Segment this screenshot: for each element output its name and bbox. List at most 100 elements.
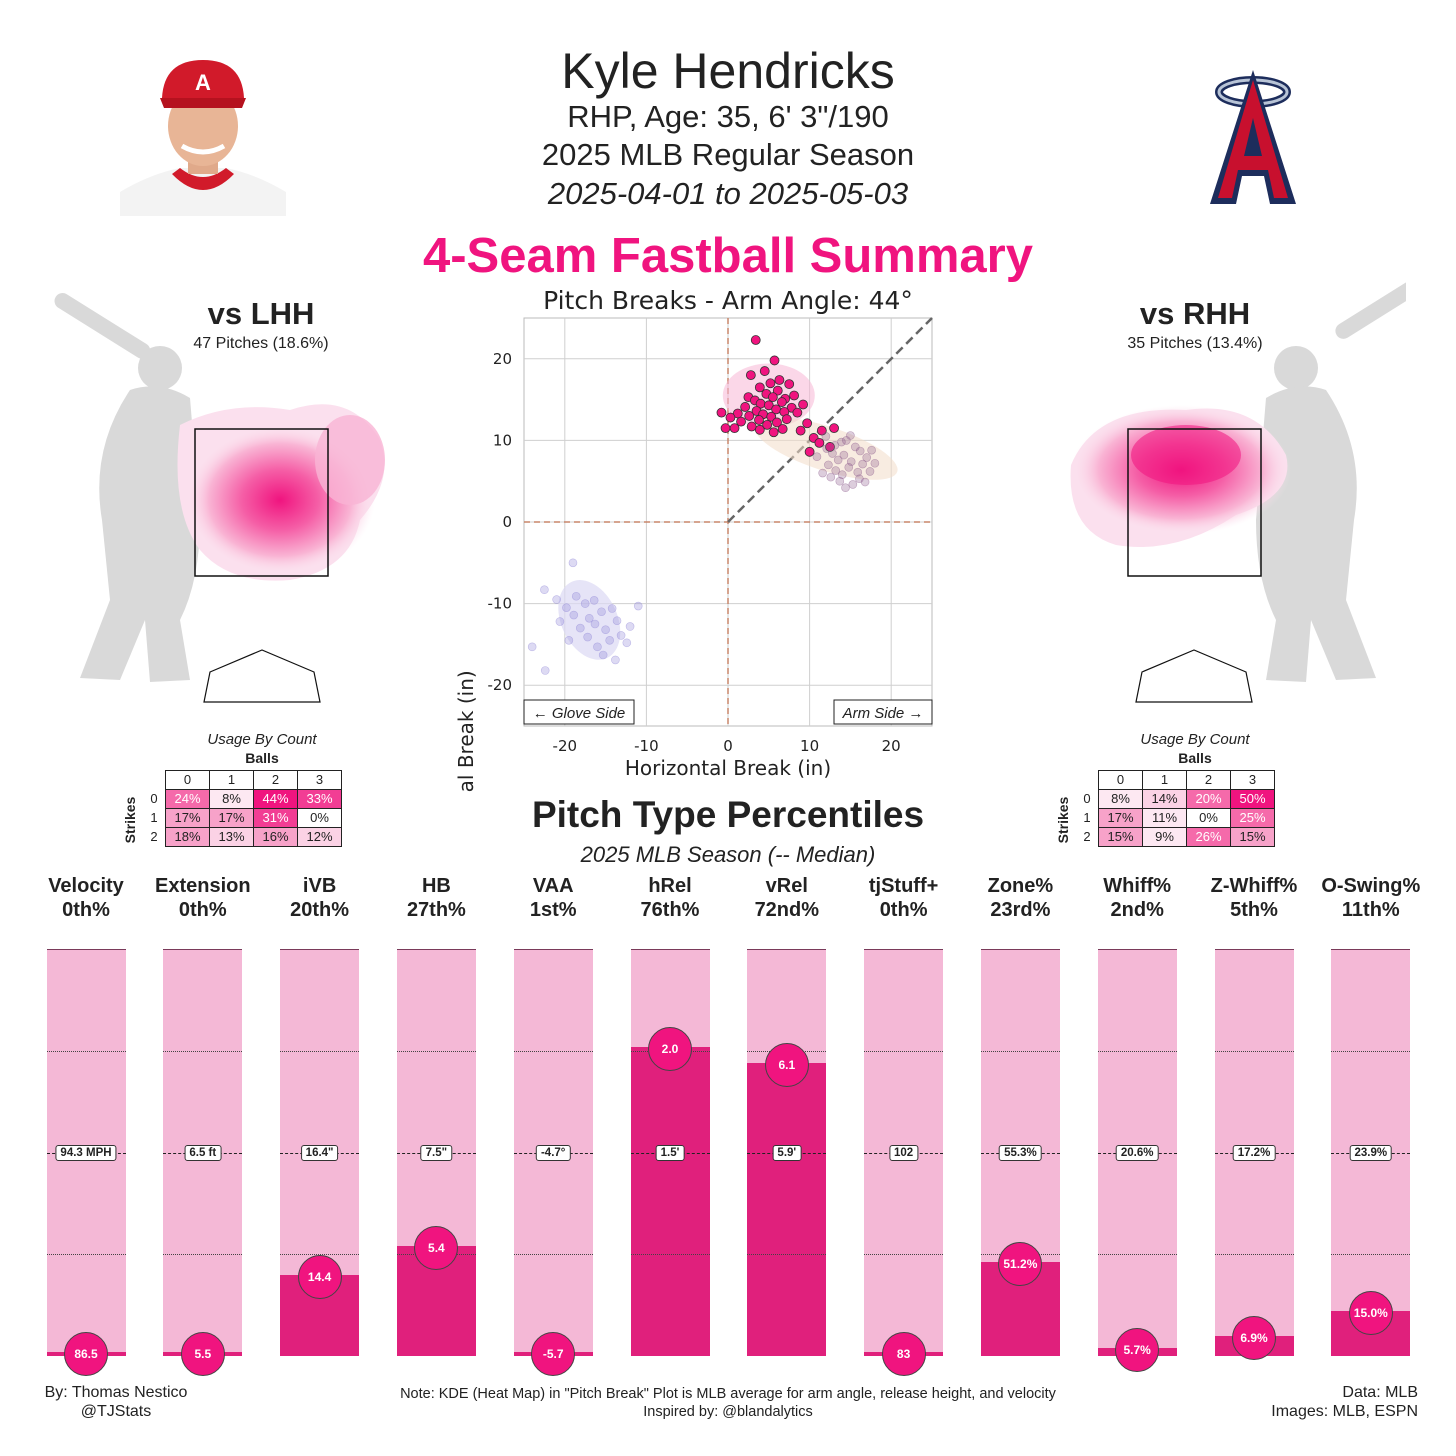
ghost-pitch-point xyxy=(607,604,617,613)
ghost-pitch-point xyxy=(858,459,867,469)
lhh-usage-table: 0 1 2 3 0 24% 8% 44% 33% 1 17% 17% 31% 0% 2 18% 13% 16% 12… xyxy=(143,770,342,847)
ghost-pitch-point xyxy=(552,595,561,604)
player-name: Kyle Hendricks xyxy=(561,43,895,99)
rhh-balls-label: Balls xyxy=(1178,750,1212,766)
ghost-pitch-point xyxy=(612,616,622,626)
fastball-point xyxy=(781,414,792,425)
lhh-title: vs LHH xyxy=(207,296,315,331)
ghost-pitch-point xyxy=(584,613,594,623)
percentile-bar-fill xyxy=(630,1046,710,1356)
ghost-pitch-point xyxy=(839,450,849,460)
fastball-point xyxy=(772,385,783,396)
fastball-point xyxy=(729,423,740,434)
strikes-header: 0 xyxy=(1083,791,1091,806)
usage-cell: 44% xyxy=(253,789,298,809)
arm-angle-line xyxy=(727,317,933,523)
quartile-line xyxy=(46,1050,126,1052)
fastball-point xyxy=(765,378,776,389)
bar-top-line xyxy=(864,949,944,950)
bar-top-line xyxy=(163,949,243,950)
author-credit: By: Thomas Nestico xyxy=(44,1384,188,1401)
y-tick-label: -10 xyxy=(488,595,513,613)
data-credit: Data: MLB xyxy=(1342,1384,1418,1401)
metric-header: VAA 1st% xyxy=(488,874,618,922)
metric-name: Whiff% xyxy=(1103,875,1172,897)
break-chart-ylabel: Induced Vertical Break (in) xyxy=(454,670,478,792)
curveball-kde xyxy=(558,580,621,660)
metric-name: Z-Whiff% xyxy=(1210,875,1298,897)
fastball-point xyxy=(762,419,773,430)
x-tick-label: 0 xyxy=(723,737,733,755)
corner-cell xyxy=(1076,771,1099,790)
percentiles-title: Pitch Type Percentiles xyxy=(531,794,925,835)
ghost-pitch-point xyxy=(611,655,620,665)
strikes-header: 1 xyxy=(150,810,158,825)
y-tick-label: -20 xyxy=(488,676,513,694)
fastball-point xyxy=(759,366,770,376)
ghost-pitch-point xyxy=(821,432,831,441)
ghost-pitch-point xyxy=(601,625,610,635)
metric-header: HB 27th% xyxy=(371,874,501,922)
x-tick-label: 20 xyxy=(882,737,901,755)
bar-top-line xyxy=(1331,949,1411,950)
usage-cell: 26% xyxy=(1186,827,1231,847)
ghost-pitch-point xyxy=(576,623,585,633)
ghost-pitch-point xyxy=(622,638,632,648)
balls-header: 0 xyxy=(1098,770,1143,790)
metric-value-marker: 2.0 xyxy=(648,1026,692,1071)
fastball-point xyxy=(750,335,761,345)
bar-top-line xyxy=(980,949,1060,950)
metric-percentile: 5th% xyxy=(1230,899,1278,921)
balls-header: 3 xyxy=(1230,770,1275,790)
fastball-point xyxy=(814,437,825,448)
metric-header: Whiff% 2nd% xyxy=(1072,874,1202,922)
break-chart-title: Pitch Breaks - Arm Angle: 44° xyxy=(543,286,913,315)
corner-cell xyxy=(143,771,166,790)
usage-row: 0 8% 14% 20% 50% xyxy=(1076,789,1275,809)
usage-cell: 8% xyxy=(209,789,254,809)
bar-top-line xyxy=(747,949,827,950)
metric-value-marker: 51.2% xyxy=(998,1242,1043,1287)
median-value-label: 7.5" xyxy=(420,1144,453,1161)
fastball-point xyxy=(772,417,782,428)
usage-cell: 25% xyxy=(1230,808,1275,828)
usage-row: 1 17% 11% 0% 25% xyxy=(1076,808,1275,828)
metric-percentile: 23rd% xyxy=(990,899,1051,921)
ghost-pitch-point xyxy=(822,444,832,453)
ghost-pitch-point xyxy=(583,632,592,642)
usage-cell: 15% xyxy=(1098,827,1143,847)
lhh-strikes-label: Strikes xyxy=(122,796,138,844)
balls-header: 2 xyxy=(1186,770,1231,790)
usage-cell: 33% xyxy=(297,789,342,809)
metric-header: O-Swing% 11th% xyxy=(1306,874,1436,922)
usage-cell: 11% xyxy=(1142,808,1187,828)
y-tick-label: 20 xyxy=(493,350,512,368)
metric-name: hRel xyxy=(648,875,692,897)
fastball-point xyxy=(746,421,757,432)
fastball-point xyxy=(769,355,780,366)
author-handle: @TJStats xyxy=(80,1403,152,1420)
fastball-point xyxy=(776,397,787,407)
ghost-pitch-point xyxy=(841,483,850,493)
ghost-pitch-point xyxy=(580,599,590,608)
percentiles-subtitle: 2025 MLB Season (-- Median) xyxy=(580,842,876,867)
pitch-break-chart: Pitch Breaks - Arm Angle: 44° Horizontal… xyxy=(454,286,933,792)
ghost-pitch-point xyxy=(598,650,608,660)
metric-name: vRel xyxy=(765,875,808,897)
rhh-pitch-count: 35 Pitches (13.4%) xyxy=(1127,335,1263,352)
ghost-pitch-point xyxy=(625,622,635,631)
ghost-pitch-point xyxy=(865,467,875,476)
metric-value-marker: 5.5 xyxy=(180,1331,225,1376)
usage-cell: 9% xyxy=(1142,827,1187,847)
ghost-pitch-point xyxy=(527,642,537,652)
fastball-point xyxy=(795,425,806,436)
fastball-point xyxy=(829,423,839,434)
bar-top-line xyxy=(630,949,710,950)
ghost-pitch-point xyxy=(826,472,836,482)
ghost-pitch-point xyxy=(855,446,865,456)
usage-row: 2 18% 13% 16% 12% xyxy=(143,827,342,847)
fastball-point xyxy=(804,446,815,457)
fastball-point xyxy=(754,382,765,393)
date-range: 2025-04-01 to 2025-05-03 xyxy=(547,176,909,211)
balls-header: 1 xyxy=(209,770,254,790)
